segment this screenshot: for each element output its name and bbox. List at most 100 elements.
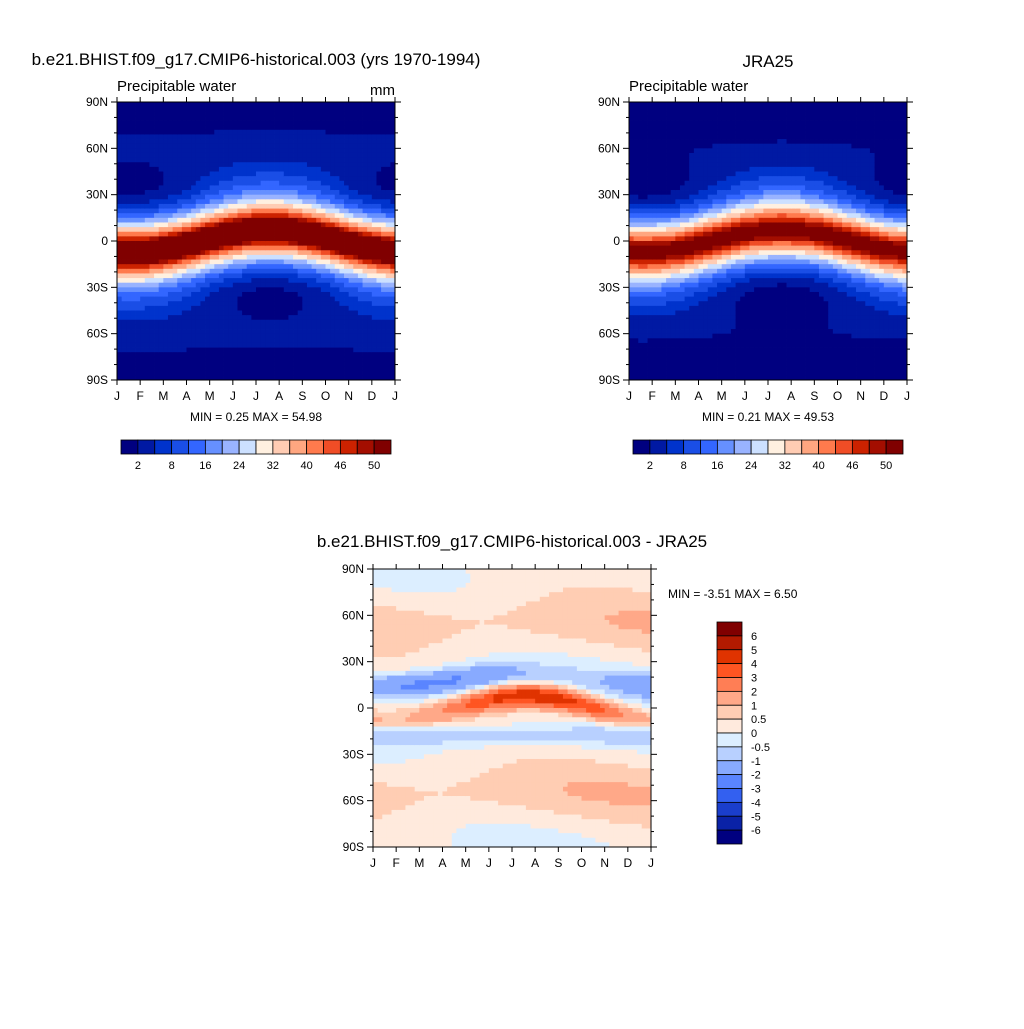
contour-cell: [210, 269, 215, 274]
contour-cell: [168, 283, 173, 288]
contour-cell: [699, 255, 704, 260]
contour-cell: [643, 278, 648, 283]
contour-cell: [722, 348, 727, 353]
contour-cell: [210, 213, 215, 218]
contour-cell: [335, 371, 340, 376]
contour-cell: [214, 107, 219, 112]
contour-cell: [675, 195, 680, 200]
contour-cell: [316, 195, 321, 200]
contour-cell: [126, 236, 131, 241]
contour-cell: [316, 185, 321, 190]
contour-cell: [307, 366, 312, 371]
contour-cell: [196, 241, 201, 246]
contour-cell: [237, 255, 242, 260]
contour-cell: [685, 260, 690, 265]
contour-cell: [284, 269, 289, 274]
contour-cell: [136, 278, 141, 283]
contour-cell: [330, 148, 335, 153]
contour-cell: [159, 190, 164, 195]
contour-cell: [307, 264, 312, 269]
contour-cell: [228, 269, 233, 274]
contour-cell: [214, 311, 219, 316]
contour-cell: [247, 125, 252, 130]
contour-cell: [330, 162, 335, 167]
contour-cell: [233, 287, 238, 292]
contour-cell: [298, 218, 303, 223]
contour-cell: [703, 134, 708, 139]
contour-cell: [219, 357, 224, 362]
contour-cell: [145, 116, 150, 121]
contour-cell: [381, 130, 386, 135]
contour-cell: [699, 357, 704, 362]
contour-cell: [367, 343, 372, 348]
contour-cell: [214, 125, 219, 130]
contour-cell: [643, 315, 648, 320]
contour-cell: [149, 176, 154, 181]
contour-cell: [689, 222, 694, 227]
contour-cell: [233, 297, 238, 302]
contour-cell: [187, 144, 192, 149]
contour-cell: [145, 153, 150, 158]
contour-cell: [372, 297, 377, 302]
contour-cell: [200, 236, 205, 241]
contour-cell: [638, 209, 643, 214]
contour-cell: [339, 255, 344, 260]
contour-cell: [344, 162, 349, 167]
contour-cell: [117, 227, 122, 232]
contour-cell: [196, 167, 201, 172]
contour-cell: [228, 306, 233, 311]
contour-cell: [275, 162, 280, 167]
contour-cell: [344, 153, 349, 158]
contour-cell: [302, 116, 307, 121]
contour-cell: [638, 357, 643, 362]
contour-cell: [168, 195, 173, 200]
contour-cell: [288, 227, 293, 232]
contour-cell: [638, 204, 643, 209]
contour-cell: [694, 255, 699, 260]
contour-cell: [247, 199, 252, 204]
contour-cell: [219, 260, 224, 265]
contour-cell: [200, 241, 205, 246]
contour-cell: [149, 153, 154, 158]
contour-cell: [270, 301, 275, 306]
contour-cell: [634, 371, 639, 376]
contour-cell: [694, 246, 699, 251]
contour-cell: [117, 102, 122, 107]
contour-cell: [275, 292, 280, 297]
contour-cell: [330, 227, 335, 232]
contour-cell: [694, 371, 699, 376]
contour-cell: [168, 334, 173, 339]
contour-cell: [265, 134, 270, 139]
contour-cell: [182, 121, 187, 126]
contour-cell: [316, 297, 321, 302]
contour-cell: [265, 292, 270, 297]
contour-cell: [629, 357, 634, 362]
contour-cell: [386, 297, 391, 302]
contour-cell: [657, 324, 662, 329]
contour-cell: [219, 167, 224, 172]
contour-cell: [145, 315, 150, 320]
contour-cell: [312, 260, 317, 265]
contour-cell: [312, 329, 317, 334]
contour-cell: [154, 357, 159, 362]
contour-cell: [261, 121, 266, 126]
contour-cell: [680, 181, 685, 186]
contour-cell: [712, 269, 717, 274]
contour-cell: [661, 241, 666, 246]
contour-cell: [629, 352, 634, 357]
contour-cell: [694, 167, 699, 172]
contour-cell: [376, 204, 381, 209]
contour-cell: [210, 204, 215, 209]
contour-cell: [261, 232, 266, 237]
contour-cell: [339, 162, 344, 167]
contour-cell: [675, 116, 680, 121]
contour-cell: [233, 301, 238, 306]
contour-cell: [358, 269, 363, 274]
contour-cell: [279, 102, 284, 107]
contour-cell: [657, 260, 662, 265]
contour-cell: [261, 199, 266, 204]
contour-cell: [381, 361, 386, 366]
contour-cell: [717, 139, 722, 144]
contour-cell: [675, 343, 680, 348]
contour-cell: [122, 324, 127, 329]
